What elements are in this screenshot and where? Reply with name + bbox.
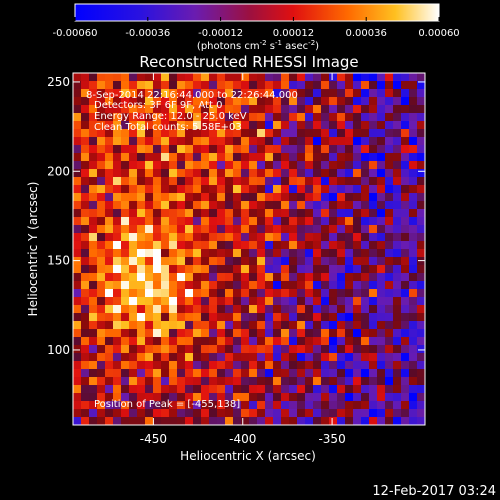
colorbar-tick-label: -0.00012 — [198, 28, 243, 39]
colorbar-tick-label: 0.00060 — [418, 28, 459, 39]
y-tick-label: 200 — [47, 164, 70, 178]
x-tick-label: -400 — [229, 432, 256, 446]
chart-title: Reconstructed RHESSI Image — [139, 53, 358, 71]
heatmap-image — [73, 73, 425, 425]
annotation-time-range: 8-Sep-2014 22:16:44.000 to 22:26:44.000 — [86, 90, 298, 101]
x-axis-label: Heliocentric X (arcsec) — [180, 449, 316, 463]
y-tick-label: 150 — [47, 254, 70, 268]
x-tick-label: -450 — [140, 432, 167, 446]
annotation-clean-counts: Clean Total counts: 5.58E+03 — [94, 122, 242, 133]
colorbar-ticks: -0.00060 -0.00036 -0.00012 0.00012 0.00036 0.… — [53, 17, 460, 39]
y-tick-label: 100 — [47, 343, 70, 357]
peak-position-label: Position of Peak = [-455,138] — [94, 399, 240, 410]
y-axis-label: Heliocentric Y (arcsec) — [26, 182, 40, 317]
x-tick-label: -350 — [318, 432, 345, 446]
annotation-block: 8-Sep-2014 22:16:44.000 to 22:26:44.000 … — [86, 90, 298, 133]
axis-ticks: -450 -400 -350 100 150 200 250 — [47, 73, 425, 446]
colorbar-tick-label: -0.00036 — [125, 28, 170, 39]
plot-frame — [72, 72, 426, 426]
annotation-energy-range: Energy Range: 12.0 - 25.0 keV — [94, 111, 247, 122]
colorbar-unit-label: (photons cm-2 s-1 asec-2) — [197, 39, 319, 52]
colorbar-tick-label: 0.00036 — [346, 28, 387, 39]
annotation-detectors: Detectors: 3F 6F 9F, Att 0 — [94, 100, 222, 111]
colorbar — [74, 3, 440, 22]
colorbar-tick-label: -0.00060 — [53, 28, 98, 39]
footer-timestamp: 12-Feb-2017 03:24 — [372, 484, 496, 499]
y-tick-label: 250 — [47, 75, 70, 89]
colorbar-tick-label: 0.00012 — [273, 28, 314, 39]
